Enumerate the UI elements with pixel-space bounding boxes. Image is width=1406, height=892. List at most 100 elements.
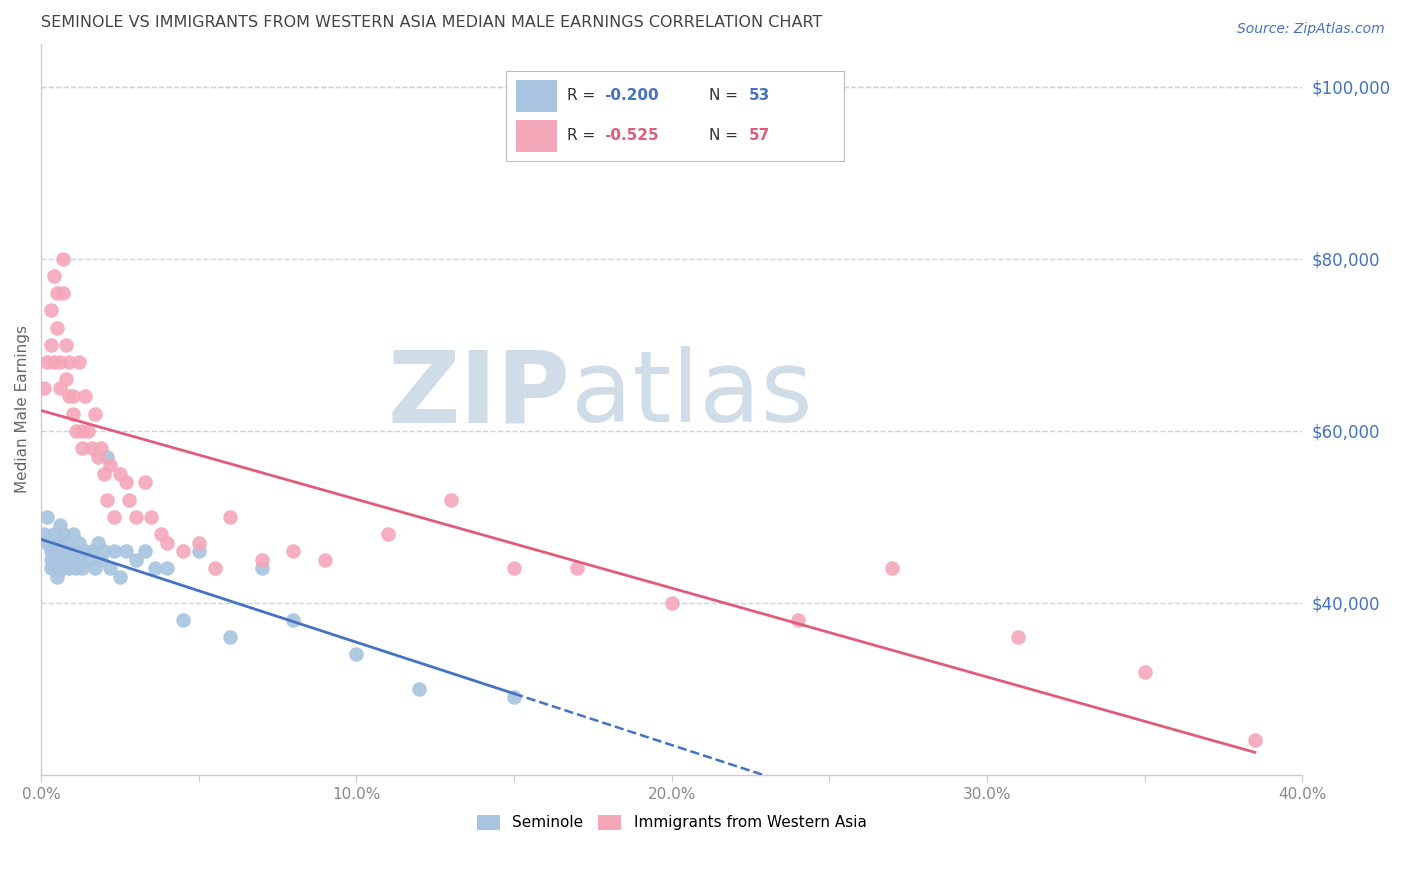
Text: R =: R = bbox=[567, 128, 600, 143]
Point bbox=[377, 527, 399, 541]
Point bbox=[62, 553, 84, 567]
Point bbox=[45, 553, 67, 567]
Point bbox=[156, 561, 179, 575]
Point bbox=[42, 561, 65, 575]
Text: N =: N = bbox=[709, 88, 742, 103]
Text: 57: 57 bbox=[749, 128, 770, 143]
Point bbox=[52, 561, 75, 575]
Point bbox=[1133, 665, 1156, 679]
Point bbox=[204, 561, 226, 575]
Point bbox=[45, 535, 67, 549]
Point bbox=[42, 268, 65, 283]
Point bbox=[115, 544, 138, 558]
Point bbox=[118, 492, 141, 507]
Point bbox=[283, 613, 305, 627]
Point bbox=[49, 553, 72, 567]
Text: -0.200: -0.200 bbox=[605, 88, 658, 103]
Point bbox=[39, 303, 62, 318]
Point bbox=[882, 561, 904, 575]
Point bbox=[62, 407, 84, 421]
Point bbox=[37, 509, 59, 524]
Text: SEMINOLE VS IMMIGRANTS FROM WESTERN ASIA MEDIAN MALE EARNINGS CORRELATION CHART: SEMINOLE VS IMMIGRANTS FROM WESTERN ASIA… bbox=[41, 15, 823, 30]
Point bbox=[52, 252, 75, 266]
Point bbox=[219, 509, 242, 524]
Point bbox=[283, 544, 305, 558]
Point bbox=[187, 535, 209, 549]
Point bbox=[786, 613, 808, 627]
Point bbox=[108, 467, 131, 481]
Point bbox=[187, 544, 209, 558]
Text: Source: ZipAtlas.com: Source: ZipAtlas.com bbox=[1237, 22, 1385, 37]
Point bbox=[87, 535, 110, 549]
Point bbox=[42, 544, 65, 558]
Legend: Seminole, Immigrants from Western Asia: Seminole, Immigrants from Western Asia bbox=[471, 808, 873, 837]
Point bbox=[58, 389, 80, 403]
Point bbox=[90, 553, 112, 567]
Point bbox=[96, 450, 118, 464]
Point bbox=[1007, 630, 1029, 644]
Point bbox=[45, 286, 67, 301]
Point bbox=[39, 553, 62, 567]
Point bbox=[80, 441, 103, 455]
Point bbox=[103, 544, 125, 558]
Point bbox=[108, 570, 131, 584]
Point bbox=[39, 561, 62, 575]
Point bbox=[62, 389, 84, 403]
Point bbox=[143, 561, 166, 575]
Bar bbox=[516, 80, 557, 112]
Point bbox=[149, 527, 172, 541]
Point bbox=[55, 337, 77, 351]
Y-axis label: Median Male Earnings: Median Male Earnings bbox=[15, 326, 30, 493]
Point bbox=[100, 561, 122, 575]
Text: 53: 53 bbox=[749, 88, 770, 103]
Point bbox=[32, 527, 55, 541]
Point bbox=[408, 681, 430, 696]
Point bbox=[87, 450, 110, 464]
Point bbox=[134, 475, 156, 490]
Point bbox=[55, 372, 77, 386]
Point bbox=[45, 320, 67, 334]
Point bbox=[93, 467, 115, 481]
Point bbox=[83, 561, 105, 575]
Point bbox=[62, 527, 84, 541]
Point bbox=[49, 535, 72, 549]
Point bbox=[503, 690, 526, 705]
Point bbox=[661, 596, 683, 610]
Point bbox=[103, 509, 125, 524]
Point bbox=[83, 407, 105, 421]
Point bbox=[314, 553, 336, 567]
Point bbox=[96, 492, 118, 507]
Text: -0.525: -0.525 bbox=[605, 128, 658, 143]
Point bbox=[115, 475, 138, 490]
Point bbox=[65, 424, 87, 438]
Point bbox=[250, 561, 273, 575]
Point bbox=[503, 561, 526, 575]
Point bbox=[49, 381, 72, 395]
Point bbox=[32, 381, 55, 395]
Point bbox=[55, 535, 77, 549]
Point bbox=[67, 535, 90, 549]
Point bbox=[70, 424, 93, 438]
Point bbox=[67, 553, 90, 567]
Point bbox=[156, 535, 179, 549]
Point bbox=[1244, 733, 1267, 747]
Point bbox=[90, 441, 112, 455]
Point bbox=[65, 544, 87, 558]
Point bbox=[77, 553, 100, 567]
Bar bbox=[516, 120, 557, 152]
Point bbox=[440, 492, 463, 507]
Point bbox=[58, 355, 80, 369]
Point bbox=[100, 458, 122, 472]
Point bbox=[67, 355, 90, 369]
Point bbox=[65, 561, 87, 575]
Point bbox=[37, 535, 59, 549]
Point bbox=[39, 544, 62, 558]
Point bbox=[172, 544, 194, 558]
Point bbox=[80, 544, 103, 558]
Point bbox=[75, 389, 97, 403]
Point bbox=[70, 441, 93, 455]
Point bbox=[52, 544, 75, 558]
Point bbox=[49, 355, 72, 369]
Point bbox=[42, 527, 65, 541]
Point bbox=[93, 544, 115, 558]
